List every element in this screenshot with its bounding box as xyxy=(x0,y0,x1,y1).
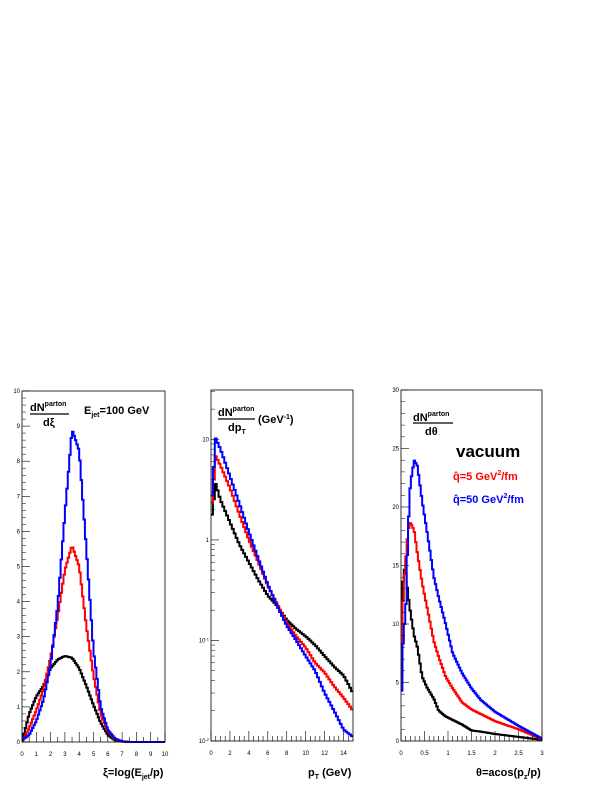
x-tick-label: 1.5 xyxy=(467,751,476,757)
panel-theta-labels: dNparton dθ vacuum q̂=5 GeV2/fm q̂=50 Ge… xyxy=(413,411,541,781)
x-tick-label: 6 xyxy=(266,751,270,757)
y-tick-label: 10 xyxy=(392,622,399,628)
ylabel-denominator: dθ xyxy=(425,426,438,438)
y-tick-label: 4 xyxy=(17,600,21,606)
x-tick-label: 4 xyxy=(247,751,251,757)
ylabel-denominator: dpT xyxy=(228,422,246,436)
y-tick-label: 25 xyxy=(392,447,399,453)
series-q5 xyxy=(401,522,542,740)
legend-q50: q̂=50 GeV2/fm xyxy=(453,493,524,506)
xlabel: ξ=log(Ejet/p) xyxy=(103,767,164,781)
xlabel: pT (GeV) xyxy=(308,767,352,781)
x-tick-label: 5 xyxy=(92,752,96,758)
panel-pt-labels: dNparton dpT (GeV-1) pT (GeV) xyxy=(218,406,352,781)
y-tick-label: 0 xyxy=(396,739,400,745)
ylabel-unit: (GeV-1) xyxy=(258,414,294,426)
series-vacuum xyxy=(211,483,353,693)
x-tick-label: 12 xyxy=(321,751,328,757)
x-tick-label: 3 xyxy=(63,752,67,758)
x-tick-label: 0 xyxy=(20,752,24,758)
y-tick-label: 8 xyxy=(17,459,21,465)
x-tick-label: 10 xyxy=(162,752,169,758)
y-tick-label: 2 xyxy=(17,670,21,676)
y-tick-label: 7 xyxy=(17,494,21,500)
x-tick-label: 1 xyxy=(35,752,39,758)
y-tick-label: 3 xyxy=(17,635,21,641)
x-tick-label: 1 xyxy=(446,751,450,757)
legend-q5: q̂=5 GeV2/fm xyxy=(453,470,518,483)
y-tick-label: 10-1 xyxy=(199,636,210,644)
y-tick-label: 20 xyxy=(392,505,399,511)
y-tick-label: 1 xyxy=(17,705,21,711)
ylabel-denominator: dξ xyxy=(43,417,55,429)
plot-frame xyxy=(210,389,354,742)
panel-xi-labels: dNparton dξ Ejet=100 GeV ξ=log(Ejet/p) xyxy=(30,401,164,781)
panel-1: 0 2 4 6 8 10 12 14 10-2 10-1 1 10 xyxy=(199,389,354,757)
x-tick-label: 2.5 xyxy=(514,751,523,757)
legend-vacuum: vacuum xyxy=(456,442,520,461)
x-tick-label: 4 xyxy=(78,752,82,758)
y-tick-label: 5 xyxy=(17,565,21,571)
ylabel-numerator: dNparton xyxy=(218,406,254,419)
series-vacuum xyxy=(401,568,542,741)
ylabel-numerator: dNparton xyxy=(413,411,449,424)
x-tick-label: 8 xyxy=(135,752,139,758)
x-tick-label: 9 xyxy=(149,752,153,758)
y-tick-label: 10 xyxy=(202,437,209,443)
panel-0: 0 1 2 3 4 5 6 7 8 9 10 0 1 2 3 4 5 6 7 8 9 10 xyxy=(13,389,169,758)
x-tick-label: 0.5 xyxy=(420,751,429,757)
x-tick-label: 2 xyxy=(49,752,53,758)
y-tick-label: 15 xyxy=(392,564,399,570)
energy-annotation: Ejet=100 GeV xyxy=(84,405,150,419)
series-q50 xyxy=(211,437,353,738)
y-tick-label: 30 xyxy=(392,388,399,394)
series-q5 xyxy=(211,455,353,711)
x-tick-label: 10 xyxy=(302,751,309,757)
series-q50 xyxy=(401,459,542,740)
x-tick-label: 2 xyxy=(228,751,232,757)
x-tick-label: 0 xyxy=(209,751,213,757)
y-tick-label: 6 xyxy=(17,529,21,535)
x-tick-label: 7 xyxy=(120,752,124,758)
x-tick-label: 3 xyxy=(540,751,544,757)
y-tick-label: 10 xyxy=(13,389,20,395)
xlabel: θ=acos(pz/p) xyxy=(476,767,541,781)
y-tick-label: 9 xyxy=(17,424,21,430)
y-tick-label: 1 xyxy=(206,538,210,544)
y-tick-label: 10-2 xyxy=(199,737,210,745)
x-tick-label: 6 xyxy=(106,752,110,758)
x-tick-label: 0 xyxy=(399,751,403,757)
ylabel-numerator: dNparton xyxy=(30,401,66,414)
x-tick-label: 2 xyxy=(493,751,497,757)
y-tick-label: 5 xyxy=(396,681,400,687)
y-tick-label: 0 xyxy=(17,740,21,746)
x-tick-label: 8 xyxy=(285,751,289,757)
series-q50 xyxy=(22,430,165,743)
x-tick-label: 14 xyxy=(340,751,347,757)
